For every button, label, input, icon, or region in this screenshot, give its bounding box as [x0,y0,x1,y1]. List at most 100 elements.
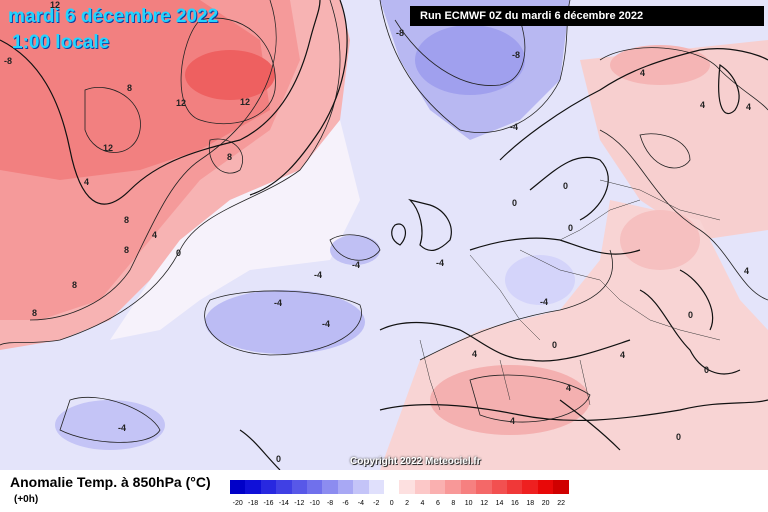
contour-label: 0 [568,223,573,233]
contour-label: -4 [352,260,360,270]
color-scale-cell [291,480,307,494]
contour-label: -4 [314,270,322,280]
color-scale-cell [537,480,554,494]
contour-label: 4 [84,177,89,187]
cold-anomaly-central-europe [505,255,575,305]
warm-anomaly-balkans [620,210,700,270]
contour-label: -4 [118,423,126,433]
cold-anomaly-core [415,25,525,95]
contour-label: 0 [276,454,281,464]
color-scale-cell [353,480,369,494]
legend-bar: Anomalie Temp. à 850hPa (°C) (+0h) -20 -1… [0,470,768,512]
color-scale-cell [522,480,538,494]
lead-time-label: (+0h) [14,494,39,505]
contour-label: 8 [124,215,129,225]
warm-anomaly-peak [185,50,275,100]
contour-label: 0 [512,198,517,208]
cold-anomaly-biscay [330,235,380,265]
color-scale-cell [445,480,461,494]
color-scale-tick-label: -6 [342,500,349,507]
contour-label: -8 [512,50,520,60]
contour-label: -8 [396,28,404,38]
contour-label: 4 [744,266,749,276]
color-scale-cell [491,480,508,494]
contour-label: -4 [274,298,282,308]
color-scale-cell [245,480,261,494]
contour-label: 0 [688,310,693,320]
color-scale [230,480,569,494]
color-scale-tick-label: 6 [435,500,440,507]
color-scale-tick-label: 0 [389,500,394,507]
contour-label: 0 [176,248,181,258]
contour-label: 4 [620,350,625,360]
map-canvas: 12 -8 -8 -8 8 12 12 12 8 4 -4 4 4 4 8 0 … [0,0,768,470]
contour-label: 12 [103,143,113,153]
color-scale-tick-label: -14 [278,500,289,507]
model-run-banner: Run ECMWF 0Z du mardi 6 décembre 2022 [410,6,764,26]
contour-labels: 12 -8 -8 -8 8 12 12 12 8 4 -4 4 4 4 8 0 … [4,0,751,464]
isotherm-contours [0,0,768,443]
contour-label: -4 [540,297,548,307]
forecast-date-title: mardi 6 décembre 2022 [8,6,219,27]
contour-label: 0 [704,365,709,375]
color-scale-cell [230,480,246,494]
cold-anomaly-atlantic [205,290,365,354]
contour-label: 4 [566,383,571,393]
color-scale-tick-label: 8 [451,500,456,507]
warm-anomaly-max [0,0,270,180]
color-scale-cell [507,480,523,494]
contour-label: 0 [563,181,568,191]
color-scale-tick-label: -4 [357,500,365,507]
color-scale-cell [276,480,292,494]
contour-label: -4 [510,122,518,132]
contour-label: -4 [436,258,444,268]
color-scale-cell [306,480,323,494]
contour-label: 4 [640,68,645,78]
contour-label: 12 [50,0,60,10]
temperature-anomaly-map: 12 -8 -8 -8 8 12 12 12 8 4 -4 4 4 4 8 0 … [0,0,768,470]
forecast-time-title: 1:00 locale [12,32,110,53]
contour-label: 4 [152,230,157,240]
contour-label: 12 [176,98,186,108]
contour-label: 8 [32,308,37,318]
contour-label: 8 [127,83,132,93]
contour-label: 8 [227,152,232,162]
color-scale-cell [414,480,431,494]
color-scale-cell [430,480,446,494]
neutral-band [110,120,360,340]
color-scale-tick-label: -16 [263,500,274,507]
color-scale-tick-label: 14 [495,500,504,507]
warm-anomaly-north [610,45,710,85]
color-scale-tick-label: 18 [526,500,535,507]
color-scale-tick-label: 20 [541,500,550,507]
color-scale-cell [399,480,415,494]
contour-label: 4 [746,102,751,112]
color-scale-tick-label: 16 [510,500,519,507]
color-scale-tick-label: -12 [294,500,305,507]
color-scale-cell [383,480,400,494]
color-scale-tick-label: 22 [557,500,565,507]
color-scale-tick-label: -10 [309,500,320,507]
color-scale-cell [553,480,569,494]
contour-label: 12 [240,97,250,107]
field-label: Anomalie Temp. à 850hPa (°C) [10,474,211,490]
color-scale-tick-label: 10 [464,500,473,507]
contour-label: -4 [322,319,330,329]
contour-label: 8 [124,245,129,255]
contour-label: 8 [72,280,77,290]
contour-label: 4 [510,416,515,426]
warm-anomaly-russia [580,40,768,240]
contour-label: 4 [700,100,705,110]
color-scale-cell [322,480,338,494]
color-scale-tick-label: 2 [405,500,410,507]
contour-label: 4 [472,349,477,359]
color-scale-tick-label: 4 [420,500,425,507]
contour-label: 0 [552,340,557,350]
color-scale-tick-label: 12 [480,500,488,507]
contour-label: -8 [4,56,12,66]
color-scale-tick-label: -18 [248,500,259,507]
color-scale-cell [260,480,277,494]
color-scale-cell [368,480,384,494]
cold-anomaly-azores [55,400,165,450]
copyright-label: Copyright 2022 Meteociel.fr [350,456,481,467]
